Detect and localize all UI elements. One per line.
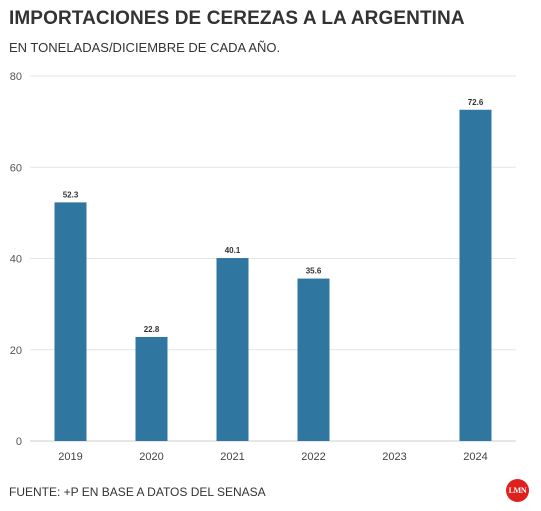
data-label-2021: 40.1 [225, 246, 241, 255]
x-tick-label-2021: 2021 [220, 451, 244, 463]
bar-2022 [297, 278, 330, 441]
y-tick-label: 60 [10, 162, 22, 174]
x-axis: 2019 2020 2021 2022 2023 2024 [58, 451, 487, 463]
y-tick-label: 0 [16, 436, 22, 448]
y-axis: 0 20 40 60 80 [10, 71, 22, 448]
bar-2019 [54, 202, 87, 441]
source-note: FUENTE: +P EN BASE A DATOS DEL SENASA [9, 485, 266, 499]
bars [54, 109, 492, 441]
data-label-2019: 52.3 [63, 190, 79, 199]
x-tick-label-2019: 2019 [58, 451, 82, 463]
x-tick-label-2024: 2024 [463, 451, 487, 463]
lmn-logo: LMN [506, 479, 529, 502]
bar-2024 [459, 109, 492, 441]
y-tick-label: 80 [10, 71, 22, 83]
data-label-2020: 22.8 [144, 325, 160, 334]
y-tick-label: 20 [10, 345, 22, 357]
data-label-2024: 72.6 [468, 98, 484, 107]
gridlines [30, 75, 516, 442]
chart-title: IMPORTACIONES DE CEREZAS A LA ARGENTINA [9, 8, 465, 29]
bar-2021 [216, 258, 249, 441]
data-label-2022: 35.6 [306, 267, 322, 276]
chart-subtitle: EN TONELADAS/DICIEMBRE DE CADA AÑO. [9, 40, 281, 55]
y-tick-label: 40 [10, 254, 22, 266]
x-tick-label-2020: 2020 [139, 451, 163, 463]
data-labels: 52.3 22.8 40.1 35.6 72.6 [63, 98, 484, 334]
x-tick-label-2022: 2022 [301, 451, 325, 463]
x-tick-label-2023: 2023 [382, 451, 406, 463]
bar-2020 [135, 336, 168, 441]
